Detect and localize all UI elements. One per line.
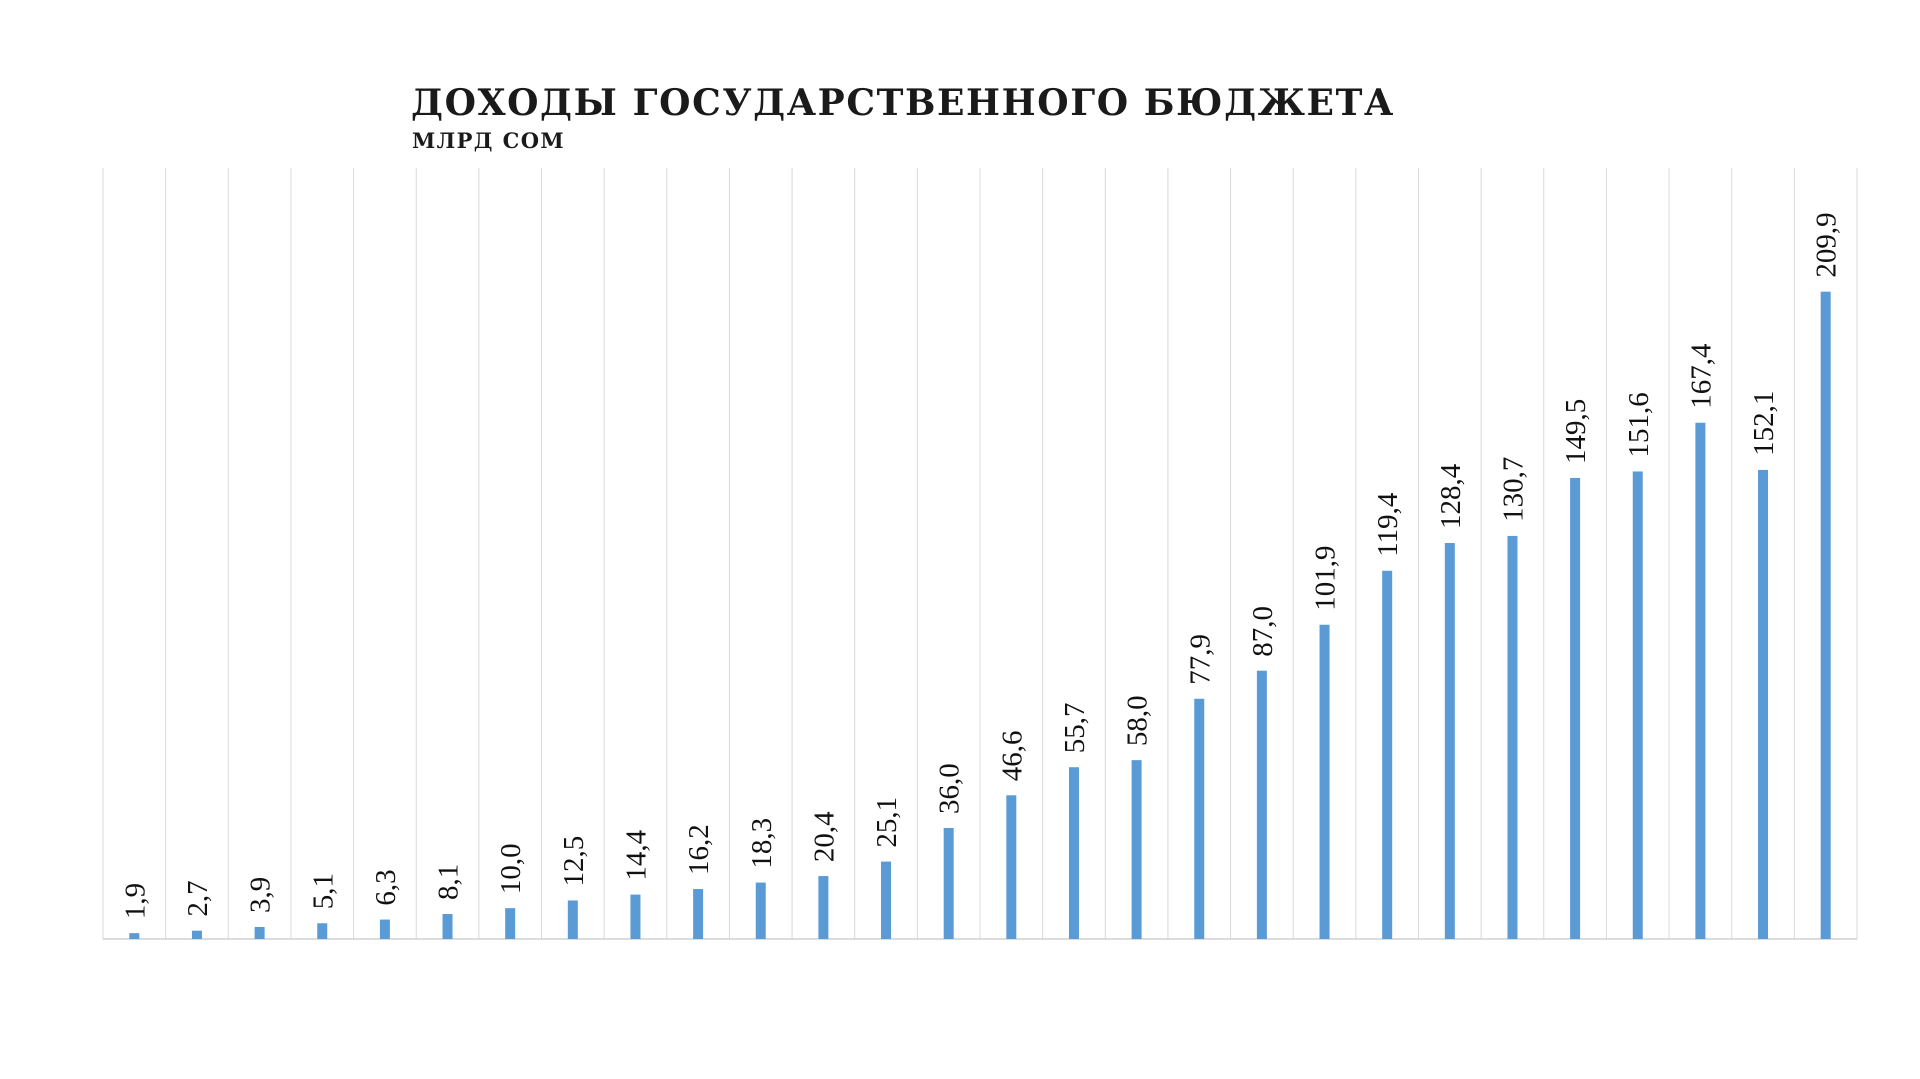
bar: [943, 827, 954, 939]
data-label: 77,9: [1184, 634, 1216, 685]
bar: [1256, 670, 1267, 939]
data-label: 151,6: [1623, 392, 1655, 457]
bar: [693, 889, 704, 939]
bar: [818, 876, 829, 939]
data-label: 16,2: [683, 824, 715, 875]
bar: [1068, 767, 1079, 939]
bar: [1444, 543, 1455, 939]
data-label: 8,1: [433, 864, 465, 900]
bar: [1758, 469, 1769, 939]
bar: [1570, 477, 1581, 939]
data-label: 2,7: [182, 880, 214, 916]
bar: [630, 894, 641, 939]
chart-subtitle: МЛРД СОМ: [412, 128, 566, 153]
data-label: 25,1: [871, 797, 903, 848]
data-label: 101,9: [1310, 545, 1342, 610]
data-label: 152,1: [1748, 391, 1780, 456]
bar: [1006, 795, 1017, 939]
data-label: 1,9: [119, 883, 151, 919]
bar: [1507, 535, 1518, 939]
data-label: 119,4: [1372, 492, 1404, 557]
chart-title: ДОХОДЫ ГОСУДАРСТВЕННОГО БЮДЖЕТА: [411, 82, 1395, 124]
bar: [505, 908, 516, 939]
data-label: 167,4: [1685, 343, 1717, 409]
data-label: 46,6: [996, 731, 1028, 782]
data-label: 18,3: [746, 818, 778, 869]
data-label: 58,0: [1122, 695, 1154, 746]
bar: [254, 926, 265, 939]
data-label: 10,0: [495, 843, 527, 894]
bar: [1319, 624, 1330, 939]
bar: [1632, 471, 1643, 939]
bar: [1131, 760, 1142, 939]
bar: [567, 900, 578, 939]
data-label: 12,5: [558, 836, 590, 887]
data-label: 36,0: [934, 763, 966, 814]
data-label: 20,4: [808, 811, 840, 862]
data-label: 87,0: [1247, 606, 1279, 657]
bar: [1695, 422, 1706, 939]
data-label: 149,5: [1560, 399, 1592, 464]
bar: [881, 861, 892, 939]
data-label: 6,3: [370, 869, 402, 905]
data-label: 55,7: [1059, 702, 1091, 753]
data-label: 130,7: [1497, 457, 1529, 522]
data-label: 209,9: [1811, 212, 1843, 277]
bar: [379, 919, 390, 939]
bar: [1382, 570, 1393, 939]
bar: [191, 930, 202, 939]
bar: [1820, 291, 1831, 939]
data-label: 5,1: [307, 873, 339, 909]
bar: [317, 923, 328, 939]
bar: [129, 933, 140, 939]
bar: [755, 882, 766, 939]
data-label: 3,9: [245, 877, 277, 913]
bar: [442, 914, 453, 939]
data-label: 128,4: [1435, 463, 1467, 529]
bar: [1194, 698, 1205, 939]
data-label: 14,4: [620, 829, 652, 880]
